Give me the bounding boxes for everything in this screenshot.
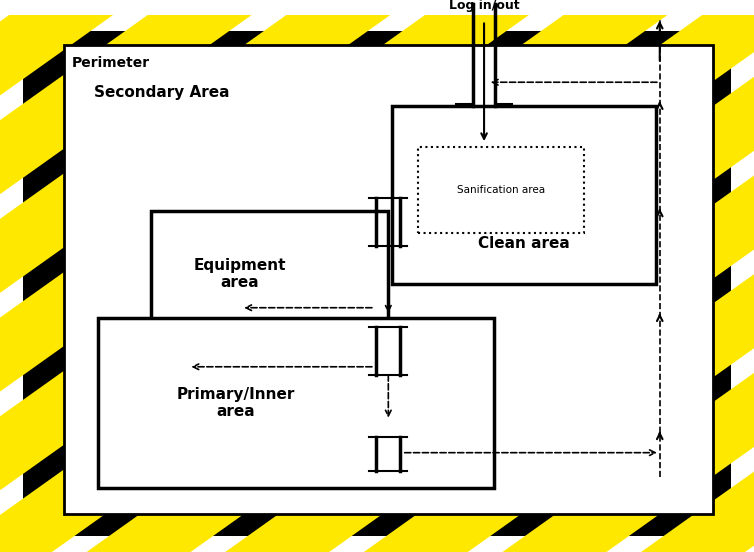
Bar xyxy=(151,211,388,337)
Text: Clean area: Clean area xyxy=(478,236,570,251)
Polygon shape xyxy=(337,255,754,552)
Bar xyxy=(392,107,656,284)
Polygon shape xyxy=(268,206,754,552)
Text: Secondary Area: Secondary Area xyxy=(94,86,230,100)
Polygon shape xyxy=(683,502,754,552)
Polygon shape xyxy=(0,0,556,411)
Text: Sanification area: Sanification area xyxy=(458,184,545,195)
Bar xyxy=(418,147,584,232)
Polygon shape xyxy=(0,0,71,65)
Polygon shape xyxy=(545,403,754,552)
Polygon shape xyxy=(60,57,754,552)
Text: Primary/Inner
area: Primary/Inner area xyxy=(176,387,295,419)
Polygon shape xyxy=(476,354,754,552)
Polygon shape xyxy=(0,0,417,312)
Polygon shape xyxy=(406,304,754,552)
Polygon shape xyxy=(0,0,486,362)
Text: Log in/out: Log in/out xyxy=(449,0,520,13)
Polygon shape xyxy=(129,107,754,552)
Bar xyxy=(98,319,494,487)
Text: Equipment
area: Equipment area xyxy=(193,258,286,290)
Polygon shape xyxy=(0,0,348,263)
Polygon shape xyxy=(0,0,139,115)
Text: Perimeter: Perimeter xyxy=(72,56,150,71)
Bar xyxy=(64,45,713,514)
Polygon shape xyxy=(0,0,2,16)
Polygon shape xyxy=(615,453,754,552)
Polygon shape xyxy=(752,551,754,552)
Polygon shape xyxy=(0,0,209,164)
Polygon shape xyxy=(198,156,754,552)
Polygon shape xyxy=(0,8,754,552)
Polygon shape xyxy=(0,0,625,460)
Polygon shape xyxy=(0,0,278,214)
Polygon shape xyxy=(0,0,694,509)
